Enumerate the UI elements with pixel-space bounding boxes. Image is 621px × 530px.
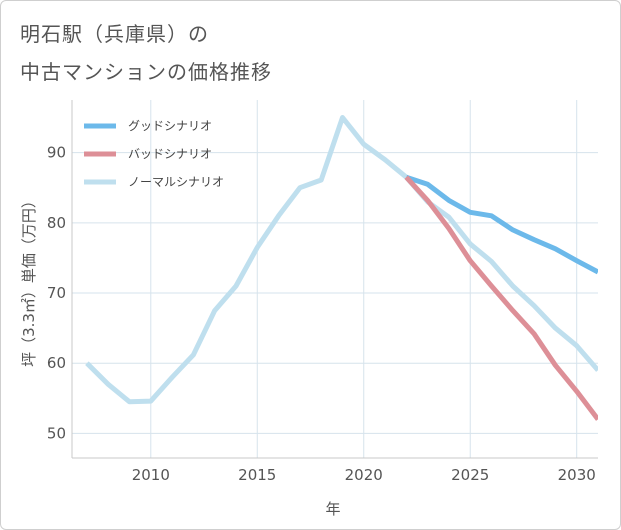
x-tick-label: 2020	[345, 466, 383, 484]
y-tick-label: 80	[47, 214, 66, 232]
x-tick-label: 2030	[558, 466, 596, 484]
legend-label-1: バッドシナリオ	[128, 147, 212, 161]
y-tick-label: 90	[47, 144, 66, 162]
legend-label-0: グッドシナリオ	[128, 119, 212, 133]
series-line-1	[404, 175, 598, 421]
series-line-2	[85, 115, 598, 405]
y-axis-label: 坪（3.3㎡）単価（万円）	[20, 193, 38, 367]
series-lines	[85, 115, 598, 421]
y-axis-ticks: 50 60 70 80 90	[47, 144, 66, 443]
x-axis-ticks: 2010 2015 2020 2025 2030	[132, 466, 596, 484]
y-tick-label: 70	[47, 284, 66, 302]
x-tick-label: 2015	[238, 466, 276, 484]
x-axis-label: 年	[325, 500, 340, 518]
y-tick-label: 50	[47, 424, 66, 442]
x-tick-label: 2025	[451, 466, 489, 484]
series-line-0	[405, 174, 598, 275]
chart-title-line2: 中古マンションの価格推移	[20, 60, 272, 84]
plot-area	[71, 100, 598, 459]
x-tick-label: 2010	[132, 466, 170, 484]
legend-label-2: ノーマルシナリオ	[128, 175, 224, 189]
y-tick-label: 60	[47, 354, 66, 372]
chart-title-line1: 明石駅（兵庫県）の	[20, 22, 209, 46]
